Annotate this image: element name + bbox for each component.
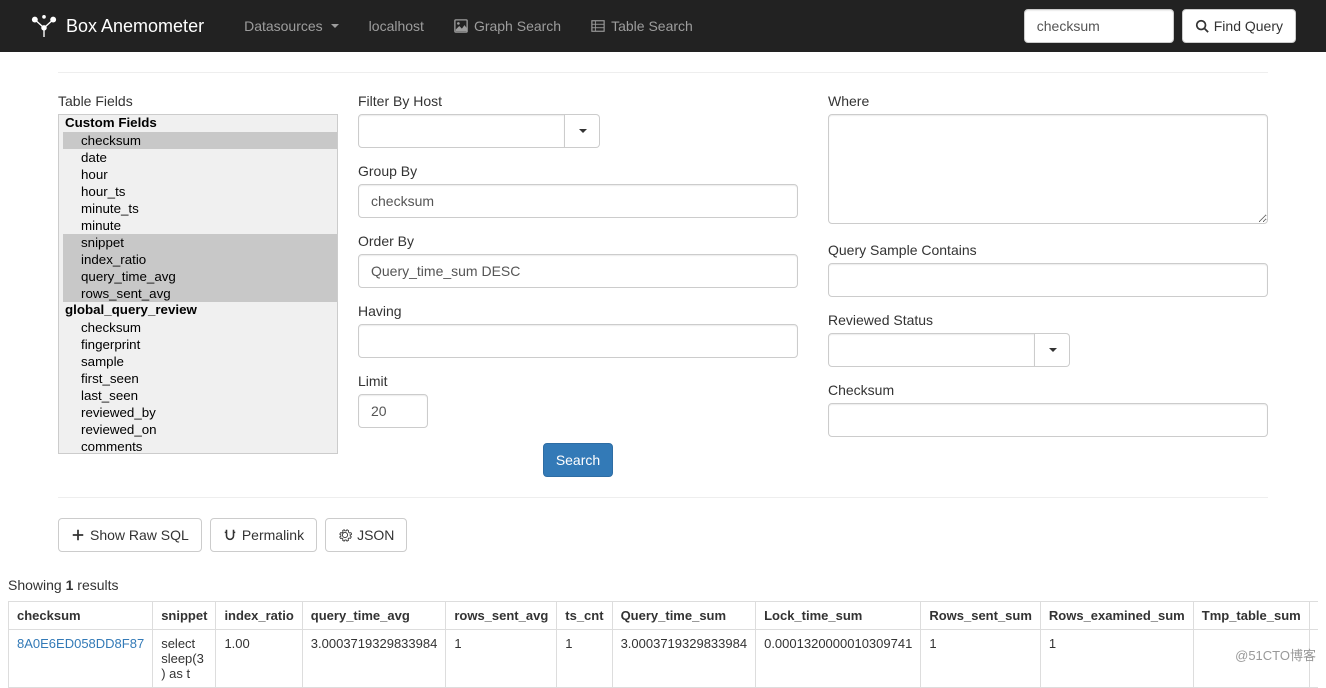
search-button[interactable]: Search [543,443,613,477]
limit-input[interactable] [358,394,428,428]
find-query-button[interactable]: Find Query [1182,9,1296,43]
where-label: Where [828,93,1268,109]
reviewed-input[interactable] [828,333,1035,367]
gear-icon [338,528,352,542]
nav-datasources[interactable]: Datasources [229,3,354,49]
table-fields-label: Table Fields [58,93,338,109]
where-input[interactable] [828,114,1268,224]
table-row: 8A0E6ED058DD8F87 select sleep(3) as t1.00… [9,630,1319,688]
magnet-icon [223,528,237,542]
results-table: checksumsnippetindex_ratioquery_time_avg… [8,601,1318,688]
anemometer-icon [30,15,58,37]
table-header-row: checksumsnippetindex_ratioquery_time_avg… [9,602,1319,630]
nav-localhost[interactable]: localhost [354,3,439,49]
nav-menu: Datasources localhost Graph Search Table… [229,3,708,49]
cell-Rows_examined_sum: 1 [1040,630,1193,688]
watermark: @51CTO博客 [1235,645,1316,664]
table-fields-select[interactable]: checksumdatehourhour_tsminute_tsminutesn… [58,114,338,454]
chevron-down-icon [1049,348,1057,352]
sample-input[interactable] [828,263,1268,297]
limit-label: Limit [358,373,798,389]
reviewed-label: Reviewed Status [828,312,1268,328]
column-Rows_sent_sum[interactable]: Rows_sent_sum [921,602,1041,630]
cell-snippet: select sleep(3) as t [153,630,216,688]
column-snippet[interactable]: snippet [153,602,216,630]
group-by-input[interactable] [358,184,798,218]
nav-table-search[interactable]: Table Search [576,3,708,49]
json-button[interactable]: JSON [325,518,407,552]
cell-index_ratio: 1.00 [216,630,302,688]
column-rows_sent_avg[interactable]: rows_sent_avg [446,602,557,630]
chevron-down-icon [331,24,339,28]
chevron-down-icon [579,129,587,133]
cell-Rows_sent_sum: 1 [921,630,1041,688]
checksum-input[interactable] [828,403,1268,437]
search-icon [1195,19,1209,33]
navbar: Box Anemometer Datasources localhost Gra… [0,0,1326,52]
navbar-search-input[interactable] [1024,9,1174,43]
show-raw-sql-button[interactable]: Show Raw SQL [58,518,202,552]
nav-graph-search[interactable]: Graph Search [439,3,576,49]
plus-icon [71,528,85,542]
having-input[interactable] [358,324,798,358]
cell-query_time_avg: 3.0003719329833984 [302,630,446,688]
having-label: Having [358,303,798,319]
column-ts_cnt[interactable]: ts_cnt [557,602,612,630]
results-count: Showing 1 results [8,577,1318,593]
column-Lock_time_sum[interactable]: Lock_time_sum [756,602,921,630]
cell-Query_time_sum: 3.0003719329833984 [612,630,756,688]
navbar-search: Find Query [1024,9,1311,43]
filter-host-input[interactable] [358,114,565,148]
list-icon [591,19,605,33]
order-by-label: Order By [358,233,798,249]
reviewed-toggle[interactable] [1035,333,1070,367]
cell-Lock_time_sum: 0.0001320000010309741 [756,630,921,688]
column-Filesort_sum[interactable]: Filesort_sum [1309,602,1318,630]
brand-link[interactable]: Box Anemometer [15,0,219,52]
checksum-link[interactable]: 8A0E6ED058DD8F87 [17,636,144,651]
order-by-input[interactable] [358,254,798,288]
group-by-label: Group By [358,163,798,179]
filter-host-label: Filter By Host [358,93,798,109]
cell-rows_sent_avg: 1 [446,630,557,688]
sample-label: Query Sample Contains [828,242,1268,258]
checksum-label: Checksum [828,382,1268,398]
image-icon [454,19,468,33]
column-checksum[interactable]: checksum [9,602,153,630]
column-Query_time_sum[interactable]: Query_time_sum [612,602,756,630]
permalink-button[interactable]: Permalink [210,518,317,552]
column-Rows_examined_sum[interactable]: Rows_examined_sum [1040,602,1193,630]
column-Tmp_table_sum[interactable]: Tmp_table_sum [1193,602,1309,630]
brand-text: Box Anemometer [66,16,204,37]
column-index_ratio[interactable]: index_ratio [216,602,302,630]
cell-ts_cnt: 1 [557,630,612,688]
cell-checksum: 8A0E6ED058DD8F87 [9,630,153,688]
filter-host-toggle[interactable] [565,114,600,148]
column-query_time_avg[interactable]: query_time_avg [302,602,446,630]
